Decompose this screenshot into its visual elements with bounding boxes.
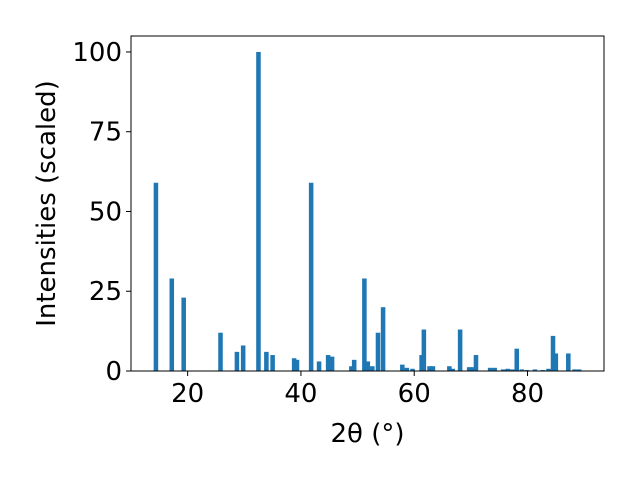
bar <box>218 332 223 371</box>
bar <box>487 367 493 371</box>
bar <box>362 278 367 371</box>
bar <box>410 368 415 371</box>
bar <box>270 355 275 371</box>
bar <box>240 345 246 371</box>
bar <box>519 369 525 371</box>
bar <box>572 369 577 371</box>
x-tick-label: 60 <box>398 379 431 409</box>
bar <box>427 366 432 371</box>
bar <box>532 369 538 371</box>
bar <box>505 368 510 371</box>
bar <box>234 351 240 371</box>
bar <box>329 356 335 371</box>
bar <box>553 353 559 371</box>
bar <box>349 366 354 371</box>
y-axis-ticks: 0 25 50 75 100 <box>72 38 131 387</box>
bar <box>514 348 520 371</box>
bar <box>466 367 472 371</box>
bar <box>365 361 371 371</box>
bar <box>470 367 475 371</box>
plot-frame <box>130 35 605 372</box>
bar <box>550 335 556 371</box>
bar <box>400 364 405 371</box>
x-tick-label: 40 <box>284 379 317 409</box>
bar <box>370 366 375 371</box>
bar <box>325 355 331 371</box>
bar <box>473 355 479 371</box>
bar <box>576 369 582 371</box>
x-tick-label: 80 <box>511 379 544 409</box>
bar <box>509 369 515 371</box>
bar <box>291 358 297 371</box>
bar <box>169 278 175 371</box>
y-tick-label: 0 <box>105 357 122 387</box>
bar <box>153 182 159 371</box>
bar <box>404 367 410 371</box>
bar <box>450 368 456 371</box>
bar <box>256 51 261 371</box>
bar <box>457 329 463 371</box>
bar <box>316 361 322 371</box>
bar <box>500 369 506 371</box>
x-axis-label: 2θ (°) <box>330 419 404 449</box>
y-axis-label: Intensities (scaled) <box>32 80 62 327</box>
bars-group <box>153 51 582 371</box>
bar <box>351 359 357 371</box>
bar <box>447 366 452 371</box>
bar <box>419 355 424 371</box>
bar <box>421 329 427 371</box>
y-tick-label: 50 <box>89 197 122 227</box>
bar <box>492 367 497 371</box>
bar <box>264 351 269 371</box>
bar <box>294 359 300 371</box>
bar <box>181 297 186 371</box>
x-axis-ticks: 20 40 60 80 <box>171 371 544 409</box>
y-tick-label: 75 <box>89 118 122 148</box>
bar <box>308 182 314 371</box>
x-tick-label: 20 <box>171 379 204 409</box>
bar <box>566 353 571 371</box>
bar <box>375 332 381 371</box>
y-tick-label: 100 <box>72 38 122 68</box>
bar <box>380 307 386 371</box>
bar <box>546 368 551 371</box>
bar <box>430 366 436 371</box>
y-tick-label: 25 <box>89 277 122 307</box>
